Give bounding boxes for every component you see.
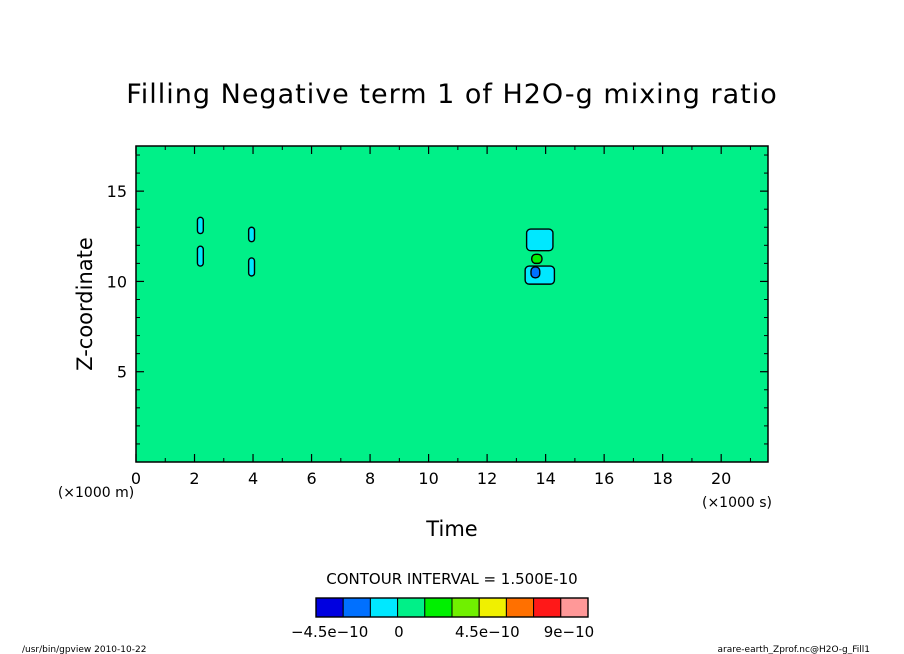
cell-c-core: [530, 266, 541, 279]
colorbar-label-2: 4.5e−10: [455, 623, 520, 641]
x-tick-label-16: 16: [594, 469, 614, 488]
x-tick-label-8: 8: [365, 469, 375, 488]
colorbar-swatch-9: [560, 597, 589, 618]
chart-title: Filling Negative term 1 of H2O-g mixing …: [126, 79, 778, 110]
colorbar-swatch-8: [533, 597, 562, 618]
axes: 0 2 4 6 8 10 12 14 16 18 20 5 10 15: [107, 146, 768, 488]
contour-interval-label: CONTOUR INTERVAL = 1.500E-10: [326, 570, 577, 588]
x-axis-label: Time: [425, 517, 477, 541]
cell-a-upper: [196, 216, 204, 235]
x-tick-label-10: 10: [418, 469, 438, 488]
plot-area: [135, 145, 769, 463]
x-tick-label-14: 14: [535, 469, 555, 488]
footer-left: /usr/bin/gpview 2010-10-22: [22, 645, 146, 654]
colorbar-swatch-4: [424, 597, 453, 618]
colorbar-swatch-0: [315, 597, 344, 618]
x-tick-label-2: 2: [189, 469, 199, 488]
colorbar-label-3: 9e−10: [544, 623, 594, 641]
colorbar-label-1: 0: [394, 623, 404, 641]
y-tick-label-15: 15: [107, 182, 127, 201]
x-tick-label-4: 4: [248, 469, 258, 488]
x-axis-unit: (×1000 s): [702, 495, 772, 511]
x-tick-label-18: 18: [652, 469, 672, 488]
colorbar-swatch-6: [478, 597, 507, 618]
y-axis-unit: (×1000 m): [58, 485, 134, 501]
contour-features: [196, 216, 556, 285]
colorbar-label-0: −4.5e−10: [291, 623, 368, 641]
y-axis-label: Z-coordinate: [73, 237, 97, 371]
x-tick-label-20: 20: [711, 469, 731, 488]
colorbar-swatch-3: [397, 597, 426, 618]
y-tick-label-5: 5: [117, 363, 127, 382]
x-tick-label-6: 6: [306, 469, 316, 488]
colorbar-swatch-7: [505, 597, 535, 618]
cell-b-lower: [247, 257, 256, 277]
cell-a-lower: [196, 245, 204, 267]
x-tick-label-0: 0: [131, 469, 141, 488]
cell-b-upper: [247, 226, 256, 243]
cell-c-upper: [525, 228, 554, 252]
colorbar-frame: [315, 597, 589, 618]
colorbar-swatch-2: [369, 597, 399, 618]
y-tick-label-10: 10: [107, 272, 127, 291]
colorbar: −4.5e−10 0 4.5e−10 9e−10: [291, 597, 594, 641]
colorbar-swatch-5: [451, 597, 480, 618]
x-tick-label-12: 12: [477, 469, 497, 488]
footer-right: arare-earth_Zprof.nc@H2O-g_Fill1: [718, 645, 870, 654]
colorbar-swatch-1: [342, 597, 371, 618]
cell-c-mid: [531, 253, 543, 265]
